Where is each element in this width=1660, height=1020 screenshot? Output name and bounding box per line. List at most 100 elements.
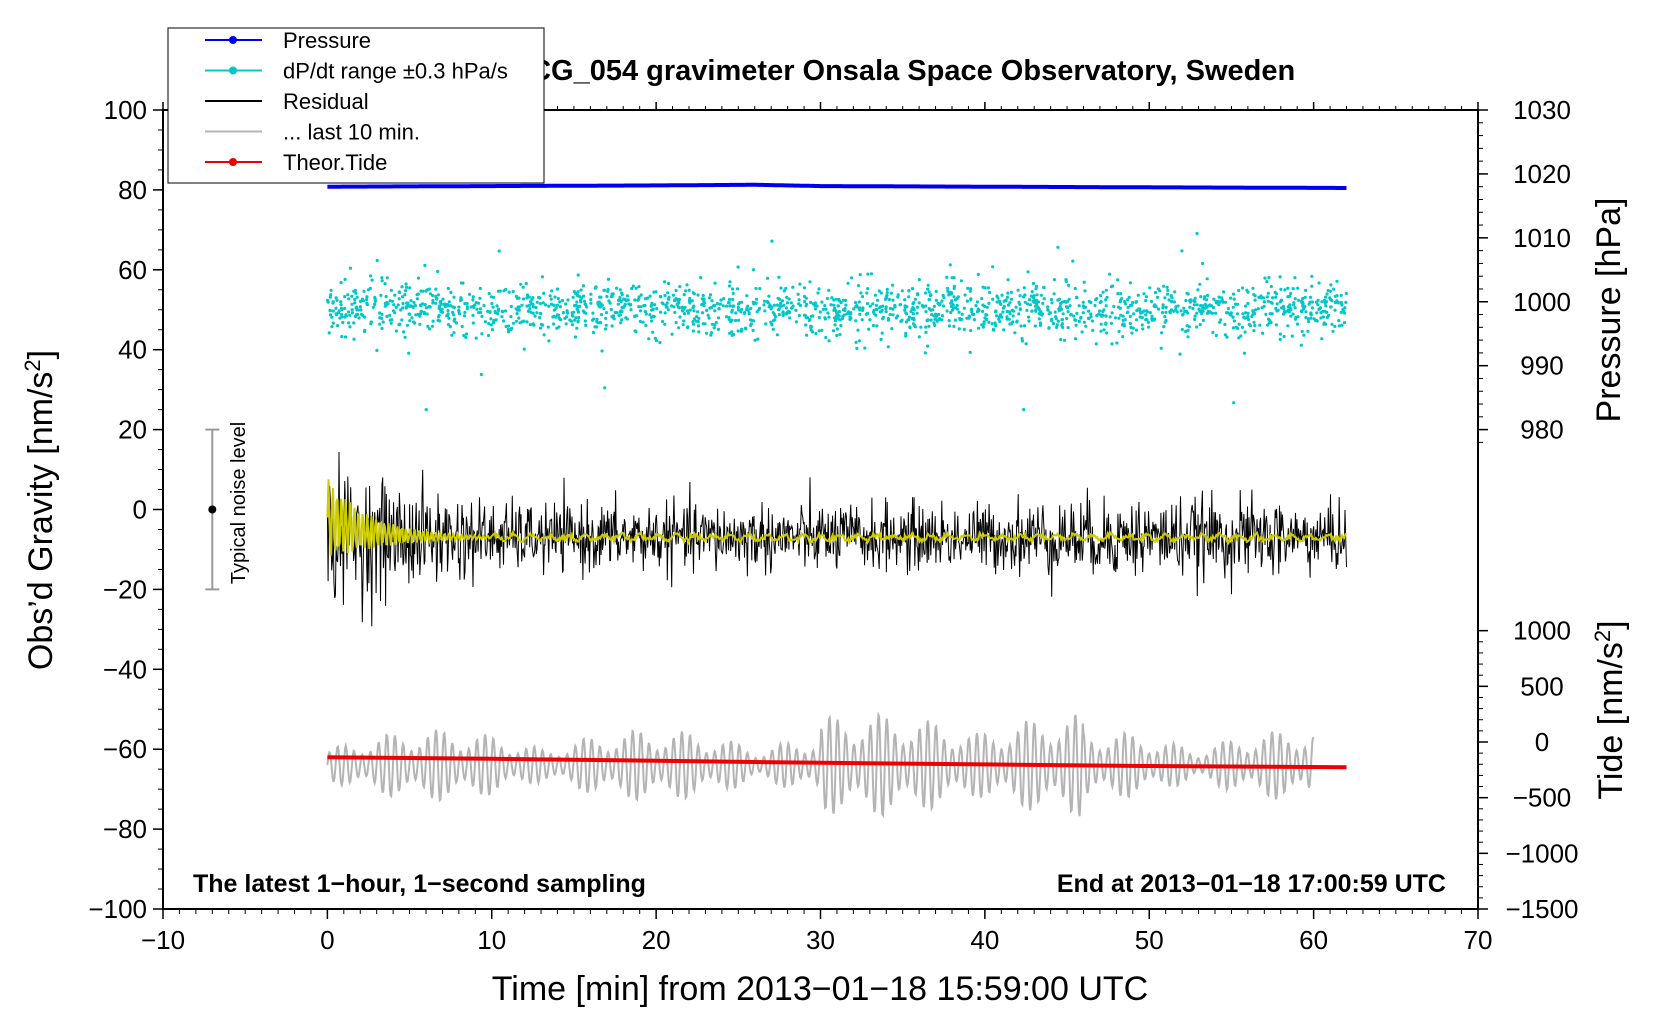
dpdt-point (409, 299, 413, 303)
dpdt-point (735, 287, 740, 291)
dpdt-point (955, 296, 959, 301)
dpdt-point (1195, 231, 1199, 236)
dpdt-point (583, 319, 587, 323)
dpdt-point (1056, 245, 1060, 249)
dpdt-point (1251, 310, 1255, 314)
dpdt-point (1002, 328, 1006, 332)
dpdt-point (661, 302, 665, 306)
dpdt-point (784, 312, 789, 316)
dpdt-point (334, 306, 338, 310)
dpdt-point (431, 301, 435, 305)
dpdt-point (622, 297, 626, 301)
dpdt-point (1274, 306, 1278, 310)
dpdt-point (1335, 294, 1339, 298)
dpdt-point (972, 312, 976, 316)
dpdt-point (1269, 300, 1273, 304)
dpdt-point (454, 321, 459, 325)
dpdt-point (1116, 278, 1120, 282)
dpdt-point (486, 309, 490, 313)
dpdt-point (1312, 317, 1316, 321)
dpdt-point (1153, 290, 1158, 295)
dpdt-point (880, 331, 884, 335)
dpdt-point (1006, 278, 1010, 282)
dpdt-point (1241, 312, 1245, 316)
dpdt-point (1293, 306, 1297, 310)
dpdt-point (1283, 288, 1287, 292)
dpdt-point (933, 317, 937, 321)
dpdt-point (1214, 333, 1218, 338)
dpdt-point (946, 289, 950, 293)
dpdt-point (537, 295, 541, 299)
dpdt-point (817, 287, 821, 291)
dpdt-point (874, 303, 879, 307)
legend-label: ... last 10 min. (283, 120, 420, 145)
dpdt-point (634, 286, 638, 290)
dpdt-point (638, 319, 642, 323)
dpdt-point (334, 312, 338, 316)
dpdt-point (708, 293, 713, 297)
dpdt-point (1023, 293, 1027, 297)
dpdt-point (1286, 295, 1290, 299)
dpdt-point (436, 269, 440, 274)
dpdt-point (439, 299, 443, 304)
dpdt-point (947, 293, 951, 297)
dpdt-point (1037, 312, 1041, 316)
dpdt-point (326, 298, 330, 302)
dpdt-point (580, 296, 584, 300)
dpdt-point (692, 322, 696, 326)
dpdt-point (797, 313, 801, 318)
dpdt-point (1217, 303, 1221, 307)
dpdt-point (653, 336, 657, 340)
dpdt-point (1279, 298, 1283, 302)
dpdt-point (678, 315, 682, 319)
dpdt-point (1195, 303, 1199, 307)
dpdt-point (856, 284, 861, 288)
dpdt-point (770, 239, 774, 243)
dpdt-point (875, 308, 879, 312)
dpdt-point (1161, 303, 1165, 307)
dpdt-point (718, 302, 723, 306)
dpdt-point (827, 339, 831, 343)
dpdt-point (868, 318, 872, 322)
dpdt-point (1253, 294, 1257, 298)
dpdt-point (785, 301, 790, 305)
dpdt-point (447, 316, 451, 320)
last-10-min-series (326, 711, 1315, 819)
dpdt-point (727, 317, 731, 322)
dpdt-point (1223, 300, 1228, 304)
dpdt-point (1075, 311, 1079, 315)
y-tick-label: −20 (103, 574, 147, 604)
y-axis-label-tide: Tide [nm/s2] (1590, 620, 1631, 799)
dpdt-point (866, 302, 870, 306)
dpdt-point (495, 304, 499, 308)
dpdt-point (952, 276, 956, 280)
dpdt-point (624, 316, 628, 320)
dpdt-point (650, 303, 654, 307)
dpdt-point (535, 311, 539, 315)
dpdt-point (552, 308, 556, 312)
dpdt-point (1291, 312, 1295, 316)
legend-label: dP/dt range ±0.3 hPa/s (283, 59, 508, 84)
dpdt-point (1052, 292, 1056, 296)
dpdt-point (782, 303, 786, 307)
dpdt-point (506, 330, 510, 334)
dpdt-point (949, 290, 953, 294)
dpdt-point (1086, 316, 1091, 320)
dpdt-series (326, 231, 1348, 412)
dpdt-point (603, 327, 608, 331)
dpdt-point (348, 313, 352, 317)
dpdt-point (369, 320, 373, 324)
dpdt-point (365, 295, 369, 299)
dpdt-point (981, 303, 985, 307)
dpdt-point (540, 275, 545, 279)
dpdt-point (734, 318, 738, 323)
dpdt-point (727, 297, 732, 302)
dpdt-point (835, 333, 839, 338)
dpdt-point (1089, 315, 1093, 319)
dpdt-point (1328, 289, 1332, 293)
dpdt-point (408, 286, 412, 290)
dpdt-point (422, 310, 426, 314)
dpdt-point (1138, 315, 1142, 319)
dpdt-point (1187, 325, 1191, 329)
dpdt-point (810, 330, 815, 334)
